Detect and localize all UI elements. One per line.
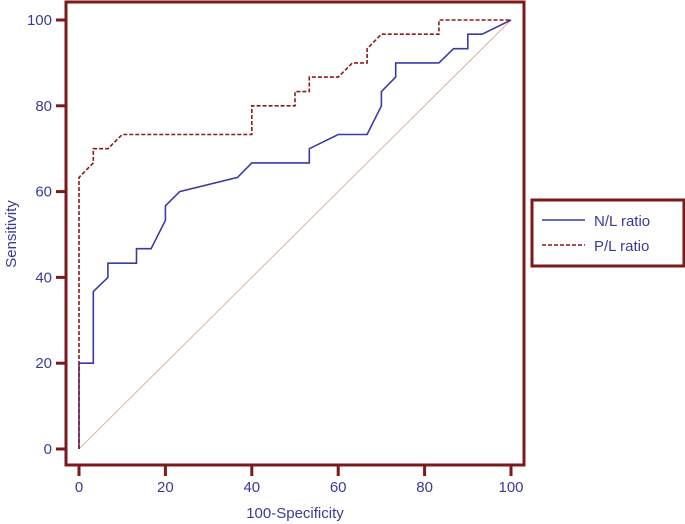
- legend-box: [530, 198, 685, 268]
- x-tick-label: 100: [498, 479, 523, 496]
- x-axis-ticks: 0 20 40 60 80 100: [75, 465, 524, 496]
- x-tick-label: 0: [75, 479, 83, 496]
- y-tick-label: 100: [27, 12, 52, 29]
- x-tick-label: 60: [330, 479, 347, 496]
- x-tick-label: 20: [157, 479, 174, 496]
- series-line-nl-ratio: [78, 19, 512, 449]
- plot-frame: [64, 0, 526, 467]
- reference-diagonal: [78, 19, 512, 450]
- y-tick-label: 60: [35, 184, 52, 201]
- legend-label-pl-ratio: P/L ratio: [594, 238, 649, 255]
- x-axis-title: 100-Specificity: [246, 505, 344, 522]
- y-axis-ticks: 0 20 40 60 80 100: [27, 12, 66, 458]
- series-line-pl-ratio: [78, 19, 511, 449]
- y-tick-label: 20: [35, 355, 52, 372]
- y-axis-title: Sensitivity: [3, 200, 20, 268]
- y-tick-label: 0: [44, 441, 52, 458]
- x-tick-label: 80: [416, 479, 433, 496]
- legend: N/L ratio P/L ratio: [530, 198, 685, 268]
- y-tick-label: 80: [35, 98, 52, 115]
- x-tick-label: 40: [243, 479, 260, 496]
- legend-label-nl-ratio: N/L ratio: [594, 213, 650, 230]
- y-tick-label: 40: [35, 269, 52, 286]
